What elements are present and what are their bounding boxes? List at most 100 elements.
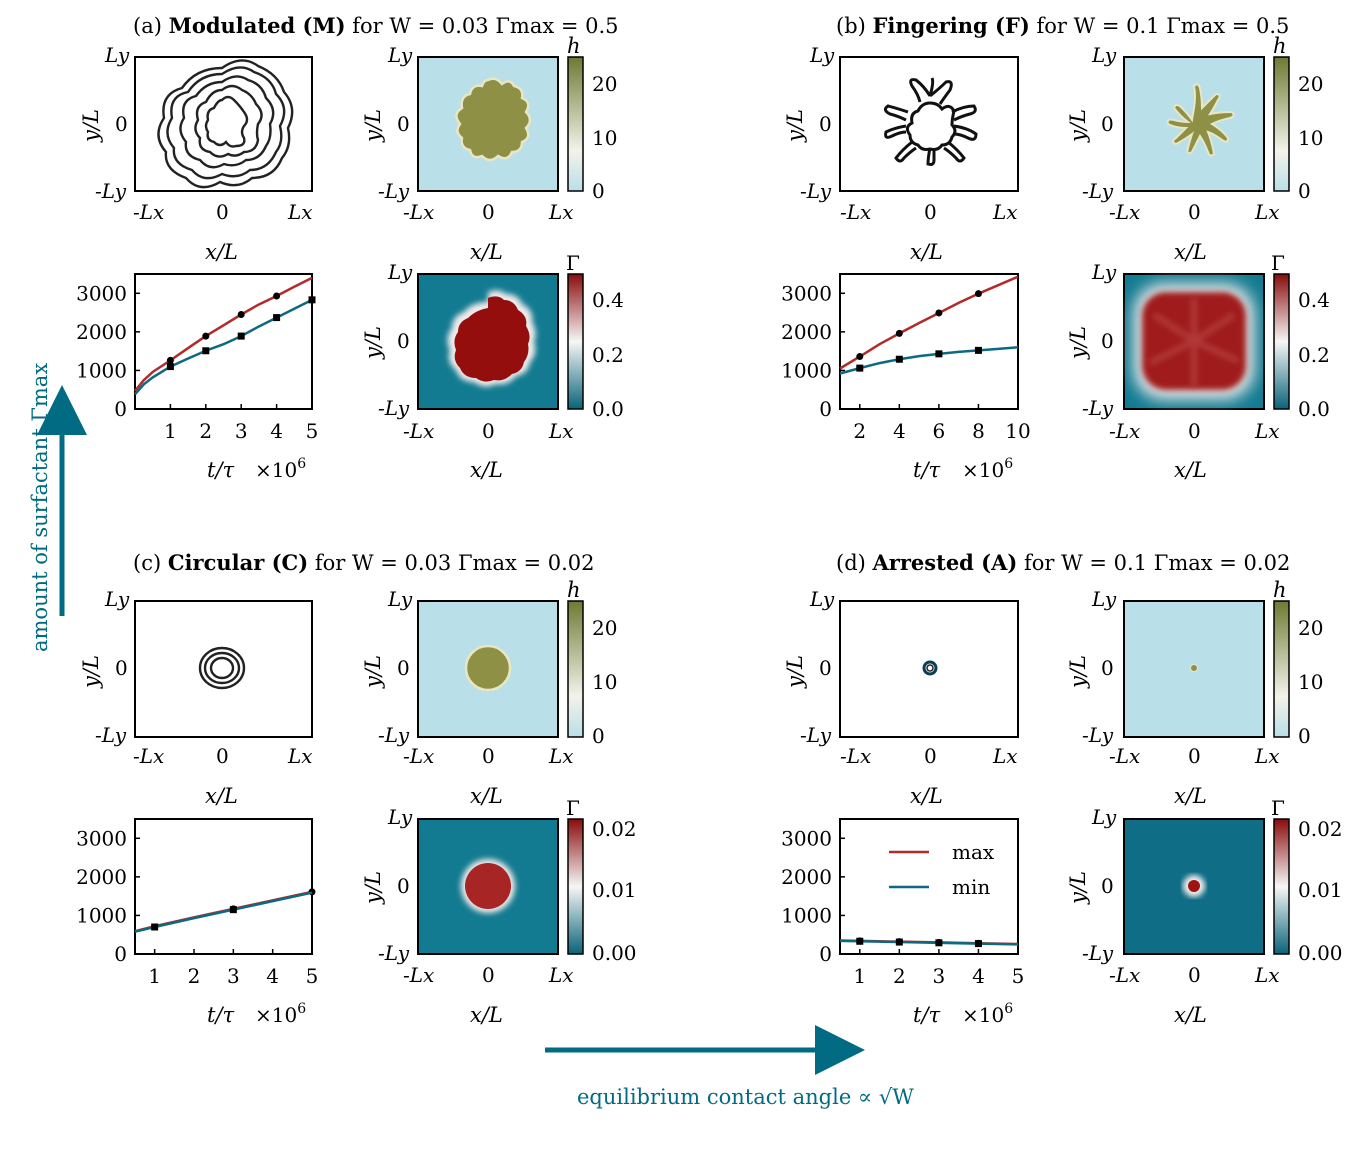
panel-a-gamma-heatmap: [417, 273, 559, 410]
panel-b-time-mult: ×106: [962, 456, 1013, 482]
panel-d-contour-xtick-mid: 0: [924, 744, 937, 768]
panel-b-line-chart: 2 4 6 8 10 0 1000 2000 3000: [781, 273, 1031, 443]
panel-c-h-xtick-mid: 0: [482, 744, 495, 768]
panel-b-h-ytick-top: Ly: [1091, 43, 1117, 67]
panel-c-gamma-xtick-right: Lx: [548, 963, 574, 987]
panel-a-h-colorbar: [567, 56, 584, 192]
panel-b-gamma-cbtick-mid: 0.2: [1298, 343, 1330, 367]
y-tick-label: 0: [114, 942, 127, 966]
panel-d-h-cbtick-bot: 0: [1298, 724, 1311, 748]
panel-d-h-ytick-bot: -Ly: [1082, 723, 1114, 747]
series-min-marker: [856, 937, 864, 945]
panel-b-gamma-xtick-right: Lx: [1254, 419, 1280, 443]
series-min-marker: [895, 355, 903, 363]
y-tick-label: 3000: [781, 826, 832, 850]
panel-a-h-ytick-mid: 0: [397, 112, 410, 136]
panel-d-gamma-cbtick-top: 0.02: [1298, 817, 1343, 841]
y-tick-label: 0: [819, 397, 832, 421]
panel-b-gamma-heatmap: [1123, 273, 1265, 410]
x-tick-label: 8: [972, 419, 985, 443]
panel-a-gamma-xtick-right: Lx: [548, 419, 574, 443]
panel-b-gamma-ylabel: y/L: [1066, 326, 1090, 360]
panel-b-contour-xtick-right: Lx: [992, 200, 1018, 224]
panel-c-h-cbtick-mid: 10: [592, 670, 617, 694]
panel-b-h-ylabel: y/L: [1066, 109, 1090, 143]
panel-b-contour-xlabel: x/L: [910, 240, 943, 264]
y-tick-label: 1000: [76, 358, 127, 382]
panel-d-gamma-ytick-bot: -Ly: [1082, 941, 1114, 965]
panel-b-h-xtick-mid: 0: [1188, 200, 1201, 224]
panel-a-gamma-cbtick-mid: 0.2: [592, 343, 624, 367]
panel-b-h-cbtick-mid: 10: [1298, 126, 1323, 150]
series-max-marker: [895, 329, 903, 337]
vertical-arrow-label: amount of surfactant Γmax: [28, 363, 52, 652]
panel-a-h-heatmap: [417, 56, 559, 192]
panel-d-h-colorbar: [1273, 600, 1290, 738]
panel-a-title: (a) Modulated (M) for W = 0.03 Γmax = 0.…: [133, 13, 619, 38]
x-tick-label: 1: [853, 964, 866, 988]
panel-b-contour-xtick-left: -Lx: [840, 200, 871, 224]
x-tick-label: 4: [893, 419, 906, 443]
x-tick-label: 2: [188, 964, 201, 988]
panel-d-h-xtick-left: -Lx: [1109, 744, 1140, 768]
x-tick-label: 10: [1005, 419, 1030, 443]
panel-d-gamma-ytick-mid: 0: [1101, 874, 1114, 898]
panel-b-h-colorbar-label: h: [1273, 34, 1287, 58]
series-max-marker: [974, 290, 982, 298]
panel-a-contour-ylabel: y/L: [79, 109, 103, 143]
panel-d-h-ylabel: y/L: [1066, 655, 1090, 689]
panel-a-h-xtick-right: Lx: [548, 200, 574, 224]
panel-c-gamma-ytick-top: Ly: [387, 805, 413, 829]
panel-c-gamma-ytick-bot: -Ly: [378, 941, 410, 965]
panel-a-contour-ytick-bot: -Ly: [95, 179, 127, 203]
panel-d-contour-xlabel: x/L: [910, 784, 943, 808]
panel-c-h-heatmap: [417, 600, 559, 738]
panel-c-gamma-ylabel: y/L: [361, 871, 385, 905]
y-tick-label: 1000: [781, 358, 832, 382]
panel-a-h-cbtick-top: 20: [592, 72, 617, 96]
x-tick-label: 4: [266, 964, 279, 988]
panel-c-contour-xlabel: x/L: [205, 784, 238, 808]
y-tick-label: 2000: [76, 865, 127, 889]
panel-c-contour-plot: [134, 600, 313, 738]
panel-d-gamma-xlabel: x/L: [1174, 1003, 1207, 1027]
y-tick-label: 0: [819, 942, 832, 966]
x-tick-label: 3: [933, 964, 946, 988]
panel-d-h-xtick-mid: 0: [1188, 744, 1201, 768]
panel-b-gamma-xtick-mid: 0: [1188, 419, 1201, 443]
panel-a-contour-xtick-right: Lx: [287, 200, 313, 224]
panel-d-line-chart: 1 2 3 4 5 0 1000 2000 3000: [781, 818, 1024, 988]
panel-a-time-mult: ×106: [255, 456, 306, 482]
panel-b-time-label: t/τ: [913, 458, 941, 482]
x-tick-label: 3: [235, 419, 248, 443]
series-max-marker: [202, 332, 210, 340]
panel-c-h-xtick-right: Lx: [548, 744, 574, 768]
panel-c-gamma-cbtick-bot: 0.00: [592, 941, 637, 965]
series-min-marker: [935, 350, 943, 358]
panel-a-gamma-cbtick-bot: 0.0: [592, 397, 624, 421]
panel-d-contour-plot: [839, 600, 1019, 738]
panel-a-h-ytick-top: Ly: [387, 43, 413, 67]
y-tick-label: 0: [114, 397, 127, 421]
panel-a-gamma-ytick-bot: -Ly: [378, 396, 410, 420]
panel-c-contour-ylabel: y/L: [79, 655, 103, 689]
panel-c-h-colorbar: [567, 600, 584, 738]
panel-c-gamma-cbtick-top: 0.02: [592, 817, 637, 841]
series-min-marker: [229, 906, 237, 914]
series-max-marker: [856, 353, 864, 361]
panel-a-contour-plot: [134, 56, 313, 192]
panel-d-h-cbtick-top: 20: [1298, 616, 1323, 640]
panel-b-h-heatmap: [1123, 56, 1265, 192]
x-tick-label: 1: [164, 419, 177, 443]
panel-a-gamma-cbtick-top: 0.4: [592, 288, 624, 312]
series-min-marker: [895, 938, 903, 946]
panel-a-h-xlabel: x/L: [470, 240, 503, 264]
panel-b-gamma-ytick-mid: 0: [1101, 329, 1114, 353]
panel-b-gamma-cbtick-top: 0.4: [1298, 288, 1330, 312]
panel-c-line-chart: 1 2 3 4 5 0 1000 2000 3000: [76, 818, 318, 988]
panel-b-contour-ytick-top: Ly: [809, 43, 835, 67]
panel-b-contour-ytick-mid: 0: [819, 112, 832, 136]
panel-b-contour-ylabel: y/L: [783, 109, 807, 143]
panel-b-h-colorbar: [1273, 56, 1290, 192]
